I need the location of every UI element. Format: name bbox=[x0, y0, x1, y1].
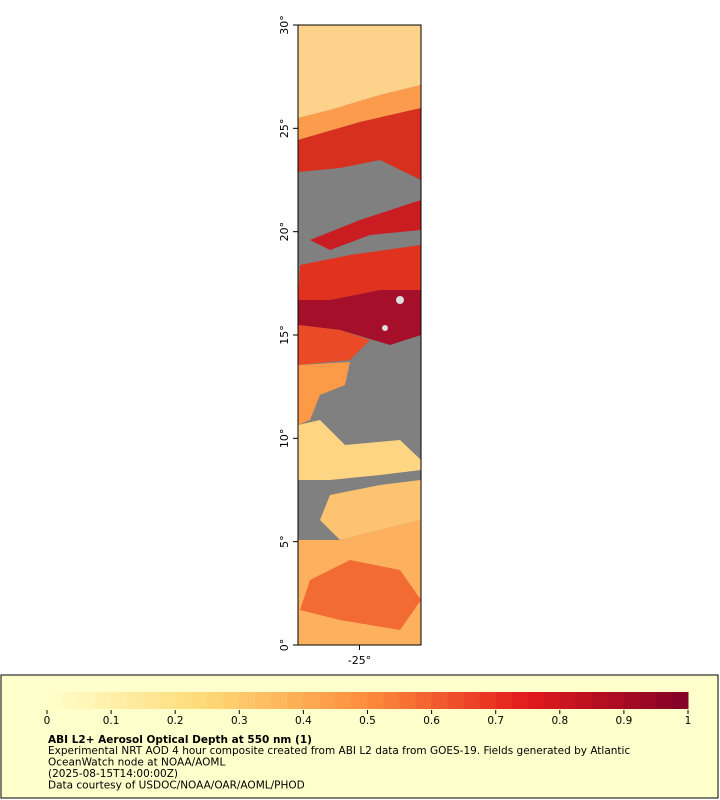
y-tick-label: 30° bbox=[278, 15, 291, 35]
region bbox=[320, 480, 421, 540]
colorbar-bin bbox=[671, 692, 689, 709]
colorbar-bin bbox=[399, 692, 417, 709]
colorbar-bin bbox=[79, 692, 96, 709]
region bbox=[298, 245, 421, 300]
y-tick-label: 20° bbox=[278, 222, 291, 242]
region bbox=[298, 85, 421, 140]
colorbar-bin bbox=[63, 692, 80, 709]
colorbar-bin bbox=[111, 692, 128, 709]
colorbar-tick-label: 1 bbox=[685, 715, 692, 727]
colorbar-bin bbox=[271, 692, 288, 709]
legend-lines: Experimental NRT AOD 4 hour composite cr… bbox=[48, 745, 630, 792]
colorbar-bin bbox=[127, 692, 144, 709]
colorbar-bin bbox=[335, 692, 352, 709]
colorbar-bin bbox=[95, 692, 112, 709]
colorbar-tick-label: 0.9 bbox=[616, 715, 633, 727]
colorbar-bin bbox=[47, 692, 64, 709]
colorbar-bin bbox=[287, 692, 304, 709]
y-tick-label: 15° bbox=[278, 325, 291, 345]
colorbar-bin bbox=[239, 692, 256, 709]
y-tick-label: 0° bbox=[278, 639, 291, 652]
colorbar-bin bbox=[351, 692, 368, 709]
colorbar-bin bbox=[575, 692, 593, 709]
region bbox=[300, 560, 421, 630]
colorbar-bin bbox=[639, 692, 657, 709]
colorbar-bin bbox=[495, 692, 513, 709]
colorbar-bin bbox=[591, 692, 609, 709]
colorbar-bin bbox=[367, 692, 385, 709]
colorbar-bin bbox=[223, 692, 240, 709]
legend-line: Data courtesy of USDOC/NOAA/OAR/AOML/PHO… bbox=[48, 780, 305, 792]
colorbar-bin bbox=[447, 692, 465, 709]
y-tick-label: 5° bbox=[278, 535, 291, 548]
colorbar-bin bbox=[463, 692, 481, 709]
colorbar-tick-label: 0.4 bbox=[295, 715, 312, 727]
region bbox=[298, 25, 421, 118]
colorbar-bin bbox=[255, 692, 272, 709]
colorbar-bin bbox=[159, 692, 176, 709]
colorbar-bin bbox=[175, 692, 192, 709]
colorbar-bin bbox=[527, 692, 545, 709]
region bbox=[298, 290, 421, 345]
region bbox=[298, 108, 421, 180]
colorbar-tick-label: 0 bbox=[44, 715, 51, 727]
map-image bbox=[297, 24, 422, 646]
colorbar-bin bbox=[559, 692, 577, 709]
legend-line: (2025-08-15T14:00:00Z) bbox=[48, 768, 178, 780]
colorbar-bin bbox=[143, 692, 160, 709]
colorbar-bin bbox=[383, 692, 401, 709]
legend-title: ABI L2+ Aerosol Optical Depth at 550 nm … bbox=[48, 734, 312, 746]
colorbar-bin bbox=[607, 692, 625, 709]
x-tick-label: -25° bbox=[348, 654, 371, 667]
colorbar-bin bbox=[415, 692, 433, 709]
region bbox=[298, 362, 350, 425]
colorbar-bin bbox=[303, 692, 320, 709]
colorbar-bin bbox=[479, 692, 497, 709]
colorbar-tick-label: 0.5 bbox=[359, 715, 376, 727]
y-tick-label: 10° bbox=[278, 429, 291, 449]
colorbar-tick-label: 0.3 bbox=[231, 715, 248, 727]
colorbar-bin bbox=[623, 692, 641, 709]
region bbox=[310, 200, 421, 250]
region bbox=[396, 296, 404, 304]
legend-line: OceanWatch node at NOAA/AOML bbox=[48, 757, 225, 769]
colorbar-tick-label: 0.6 bbox=[423, 715, 440, 727]
colorbar-bin bbox=[543, 692, 561, 709]
colorbar-bin bbox=[655, 692, 673, 709]
colorbar-bin bbox=[207, 692, 224, 709]
region bbox=[298, 420, 421, 480]
colorbar-tick-label: 0.1 bbox=[103, 715, 120, 727]
y-tick-label: 25° bbox=[278, 119, 291, 139]
colorbar-tick-label: 0.7 bbox=[487, 715, 504, 727]
colorbar-tick-label: 0.2 bbox=[167, 715, 184, 727]
colorbar-bin bbox=[431, 692, 449, 709]
region bbox=[298, 325, 370, 365]
colorbar-tick-label: 0.8 bbox=[551, 715, 568, 727]
colorbar-bin bbox=[191, 692, 208, 709]
colorbar-bin bbox=[319, 692, 336, 709]
colorbar-bin bbox=[511, 692, 529, 709]
region bbox=[382, 325, 388, 331]
legend-line: Experimental NRT AOD 4 hour composite cr… bbox=[48, 745, 630, 757]
